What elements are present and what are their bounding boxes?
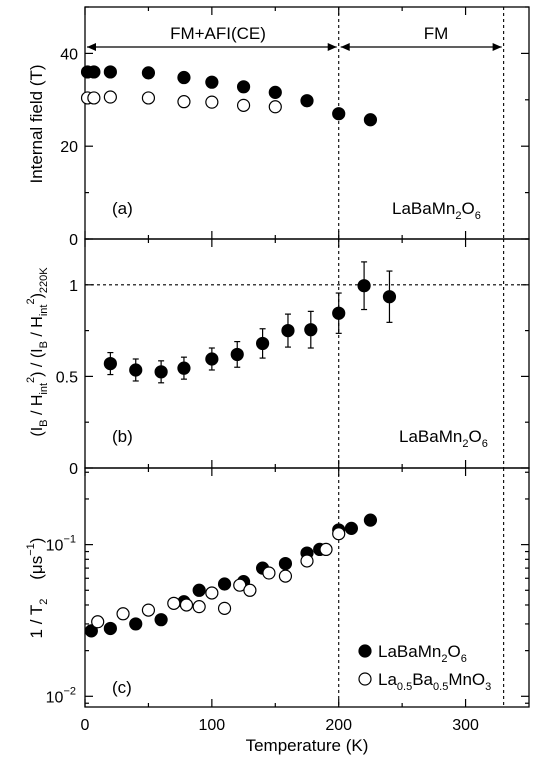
panel-a-point-filled bbox=[177, 70, 191, 85]
panel-a-point-open bbox=[103, 90, 117, 104]
panel-a-point-filled bbox=[236, 80, 251, 94]
region-label-fm: FM bbox=[424, 24, 449, 43]
panel-b-point-filled bbox=[205, 352, 219, 366]
panel-b-point-filled bbox=[382, 290, 397, 304]
panel-c-annotations: (c) 1 / T2 (μs−1) Temperature (K) LaBaMn… bbox=[25, 538, 491, 755]
legend-label-la05ba05mno3: La0.5Ba0.5MnO3 bbox=[378, 670, 491, 693]
panel-c-point-open bbox=[167, 596, 181, 610]
panel-c-point-filled bbox=[192, 583, 206, 597]
panel-a-point-filled bbox=[268, 85, 282, 99]
panel-c-point-open bbox=[278, 569, 293, 583]
panel-c-ytick-label: 10−1 bbox=[46, 534, 76, 555]
panel-c-point-open bbox=[205, 586, 219, 600]
panel-c-point-filled bbox=[278, 556, 293, 571]
x-tick-label: 200 bbox=[325, 717, 352, 734]
panel-a-ylabel: Internal field (T) bbox=[27, 64, 46, 183]
panel-a-label: (a) bbox=[112, 199, 133, 218]
panel-b-point-filled bbox=[129, 363, 143, 377]
panel-a-point-open bbox=[87, 91, 101, 105]
panel-c-ytick-label: 10−2 bbox=[46, 685, 76, 706]
panel-a-point-filled bbox=[141, 66, 156, 80]
panel-b-point-filled bbox=[230, 347, 244, 362]
panel-b-ytick-label: 0.5 bbox=[56, 369, 78, 386]
panel-a-ytick-label: 0 bbox=[69, 232, 78, 249]
region-label-fm-afi: FM+AFI(CE) bbox=[170, 24, 266, 43]
panel-c-point-open bbox=[192, 600, 206, 614]
panel-c-point-open bbox=[91, 615, 105, 629]
chart-marks: 0 20 40 0 0.5 1 10−2 10−1 0 100 200 300 bbox=[46, 6, 529, 734]
panel-c-point-filled bbox=[154, 613, 168, 627]
x-tick-label: 300 bbox=[452, 717, 479, 734]
panel-b-point-filled bbox=[357, 279, 371, 293]
panel-a-point-filled bbox=[87, 65, 101, 79]
panel-a-point-open bbox=[236, 98, 251, 112]
panel-a-compound: LaBaMn2O6 bbox=[392, 199, 481, 222]
panel-a-point-filled bbox=[332, 107, 346, 121]
panel-a-ytick-label: 40 bbox=[60, 46, 78, 63]
region-arrowhead-right bbox=[327, 43, 337, 51]
panel-a-point-filled bbox=[300, 94, 314, 108]
panel-b-point-filled bbox=[304, 323, 318, 337]
panel-b-ytick-label: 0 bbox=[69, 461, 78, 478]
region-arrowhead-left bbox=[87, 43, 96, 51]
panel-c-point-filled bbox=[103, 621, 117, 636]
legend-label-labamno: LaBaMn2O6 bbox=[378, 642, 467, 665]
legend: LaBaMn2O6 La0.5Ba0.5MnO3 bbox=[358, 642, 491, 693]
panel-b-ylabel: (IB / Hint2) / (IB / Hint2)220K bbox=[25, 267, 50, 437]
panel-c-point-open bbox=[332, 527, 346, 541]
legend-marker-filled bbox=[358, 644, 372, 658]
panel-a-annotations: (a) LaBaMn2O6 FM+AFI(CE) FM Internal fie… bbox=[27, 24, 481, 222]
panel-a-point-open bbox=[141, 91, 156, 105]
panel-b-point-filled bbox=[256, 336, 270, 351]
panel-b-point-filled bbox=[154, 365, 168, 379]
panel-c-point-filled bbox=[217, 577, 232, 591]
panel-c-point-open bbox=[116, 607, 130, 621]
panel-c-point-filled bbox=[84, 624, 98, 638]
panel-a-point-filled bbox=[103, 65, 117, 79]
panel-c-point-open bbox=[319, 542, 333, 556]
panel-c-label: (c) bbox=[112, 678, 132, 697]
panel-b-point-filled bbox=[103, 356, 117, 371]
panel-a-point-filled bbox=[363, 113, 378, 127]
panel-b-ytick-label: 1 bbox=[69, 278, 78, 295]
panel-b-point-filled bbox=[281, 324, 295, 338]
panel-c-point-filled bbox=[129, 617, 143, 631]
panel-b-compound: LaBaMn2O6 bbox=[399, 427, 488, 450]
x-axis-label: Temperature (K) bbox=[246, 736, 369, 755]
panel-b-annotations: (b) LaBaMn2O6 (IB / Hint2) / (IB / Hint2… bbox=[25, 267, 488, 450]
panel-c-point-filled bbox=[363, 513, 378, 527]
panel-a-point-open bbox=[205, 95, 219, 109]
x-tick-label: 0 bbox=[81, 717, 90, 734]
panel-c-point-open bbox=[243, 583, 257, 597]
panel-b-label: (b) bbox=[112, 427, 133, 446]
panel-b-point-filled bbox=[332, 306, 346, 320]
panel-c-point-open bbox=[179, 598, 194, 612]
panel-a-point-open bbox=[177, 95, 191, 109]
region-arrowhead-right bbox=[492, 43, 502, 51]
panel-c-point-open bbox=[217, 601, 232, 615]
legend-marker-open bbox=[358, 672, 372, 686]
x-tick-label: 100 bbox=[199, 717, 226, 734]
panel-c-point-open bbox=[141, 603, 156, 617]
panel-a-point-filled bbox=[205, 75, 219, 89]
panel-b-frame bbox=[84, 238, 530, 469]
panel-c-frame bbox=[84, 467, 530, 708]
region-arrowhead-left bbox=[340, 43, 350, 51]
panel-c-point-open bbox=[262, 566, 276, 580]
panel-a-ytick-label: 20 bbox=[60, 139, 78, 156]
panel-c-point-open bbox=[300, 554, 314, 568]
panel-c-point-filled bbox=[344, 521, 358, 535]
panel-c-ylabel: 1 / T2 (μs−1) bbox=[25, 538, 50, 639]
panel-a-point-open bbox=[268, 100, 282, 114]
panel-b-point-filled bbox=[177, 361, 191, 375]
